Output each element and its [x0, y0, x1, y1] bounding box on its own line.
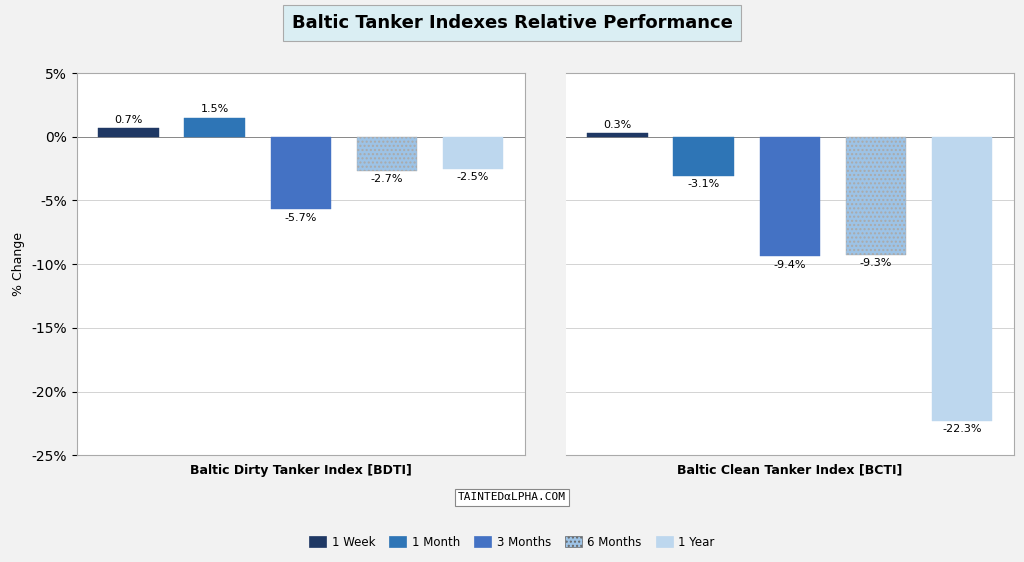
Text: 0.7%: 0.7% — [115, 115, 142, 125]
X-axis label: Baltic Dirty Tanker Index [BDTI]: Baltic Dirty Tanker Index [BDTI] — [189, 464, 412, 477]
Text: -9.3%: -9.3% — [860, 259, 892, 269]
Bar — [184, 117, 245, 137]
Bar — [443, 137, 503, 169]
Text: 0.3%: 0.3% — [603, 120, 632, 130]
Text: -22.3%: -22.3% — [942, 424, 982, 434]
Text: -2.7%: -2.7% — [371, 174, 403, 184]
Text: -2.5%: -2.5% — [457, 172, 489, 182]
Bar — [760, 137, 820, 256]
Text: -5.7%: -5.7% — [285, 212, 317, 223]
Bar — [674, 137, 734, 176]
Bar — [270, 137, 331, 210]
Text: 1.5%: 1.5% — [201, 105, 228, 115]
Text: -9.4%: -9.4% — [773, 260, 806, 270]
Y-axis label: % Change: % Change — [11, 232, 25, 296]
Bar — [356, 137, 417, 171]
Bar — [846, 137, 906, 255]
Text: TAINTEDαLPHA.COM: TAINTEDαLPHA.COM — [458, 492, 566, 502]
Text: Baltic Tanker Indexes Relative Performance: Baltic Tanker Indexes Relative Performan… — [292, 14, 732, 32]
X-axis label: Baltic Clean Tanker Index [BCTI]: Baltic Clean Tanker Index [BCTI] — [677, 464, 902, 477]
Bar — [588, 133, 647, 137]
Bar — [98, 128, 159, 137]
Bar — [932, 137, 992, 421]
Legend: 1 Week, 1 Month, 3 Months, 6 Months, 1 Year: 1 Week, 1 Month, 3 Months, 6 Months, 1 Y… — [304, 531, 720, 553]
Text: -3.1%: -3.1% — [687, 179, 720, 189]
